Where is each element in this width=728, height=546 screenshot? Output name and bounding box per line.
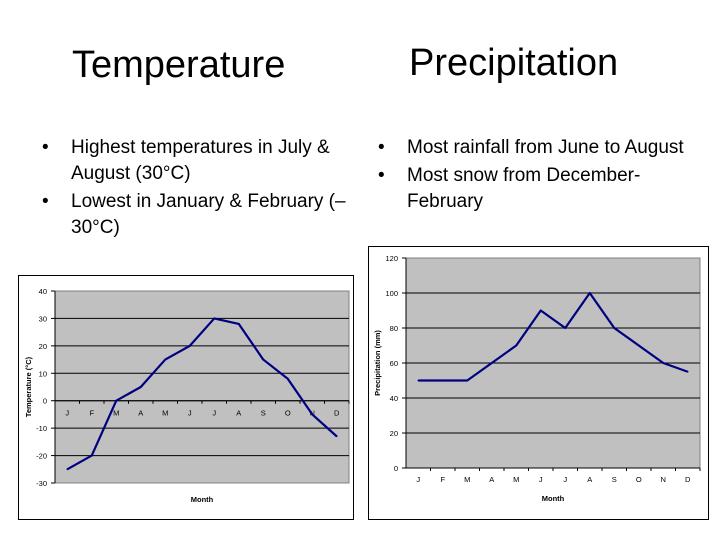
temperature-plot-area [54,290,350,484]
temperature-data-point [188,345,191,347]
precipitation-data-point [441,379,444,382]
precipitation-x-tick-label: A [489,475,494,484]
precipitation-y-tick-label: 20 [390,429,398,438]
precipitation-y-tick-label: 120 [385,254,398,263]
temperature-x-tick-label: M [113,409,119,418]
temperature-x-tick-label: D [334,409,340,418]
temperature-data-point [262,358,265,361]
precipitation-data-point [564,327,567,329]
temperature-y-tick-label: 20 [39,342,47,351]
temperature-chart-frame: -30 -20 -10 0 10 20 30 40 J F M A M J J A S O N D Month Tempe… [18,275,354,520]
precipitation-chart: 0 20 40 60 80 100 120 J F M A M J J A S O N D Month Precipit… [373,254,701,503]
temperature-x-tick-label: J [65,409,69,418]
precipitation-y-tick-label: 0 [394,464,398,473]
precipitation-bullet: Most rainfall from June to August [366,135,706,161]
temperature-x-tick-label: A [138,409,143,418]
temperature-series-line [66,317,338,471]
temperature-data-point [286,377,289,380]
temperature-bullet: Highest temperatures in July & August (3… [30,135,360,187]
temperature-bullet-list: Highest temperatures in July & August (3… [30,135,360,243]
temperature-x-tick-label: O [285,409,291,418]
temperature-x-tick-label: J [212,409,216,418]
temperature-y-tick-label: -30 [36,479,47,488]
precipitation-y-axis-label: Precipitation (mm) [373,330,382,396]
temperature-data-point [115,399,118,402]
temperature-x-axis-label: Month [191,495,214,504]
temperature-y-tick-label: 0 [43,397,47,406]
temperature-y-tick-label: -10 [36,424,47,433]
temperature-x-tick-label: J [188,409,192,418]
precipitation-bullet: Most snow from December-February [366,163,706,215]
temperature-data-point [90,454,93,457]
temperature-data-point [213,317,216,320]
temperature-heading: Temperature [72,44,286,86]
precipitation-x-tick-label: M [513,475,519,484]
precipitation-data-point [613,327,616,329]
temperature-y-tick-label: 40 [39,287,47,296]
temperature-data-point [237,323,240,325]
temperature-data-point [164,358,167,361]
precipitation-y-tick-label: 40 [390,394,398,403]
precipitation-series-line [418,291,689,382]
temperature-x-tick-label: S [261,409,266,418]
temperature-x-tick-label: A [236,409,241,418]
temperature-y-tick-label: -20 [36,452,47,461]
temperature-y-tick-label: 30 [39,314,47,323]
precipitation-x-tick-label: J [416,475,420,484]
precipitation-data-point [539,309,542,312]
precipitation-data-point [490,362,493,364]
precipitation-bullet-list: Most rainfall from June to August Most s… [366,135,706,217]
precipitation-y-tick-label: 100 [385,289,398,298]
precipitation-data-point [588,292,591,294]
precipitation-x-tick-label: M [464,475,470,484]
precipitation-y-tick-label: 60 [390,359,398,368]
precipitation-x-tick-label: J [539,475,543,484]
precipitation-data-point [686,370,689,373]
precipitation-data-point [515,344,518,347]
precipitation-data-point [662,362,665,364]
precipitation-x-tick-label: O [636,475,642,484]
temperature-bullet: Lowest in January & February (–30°C) [30,189,360,241]
temperature-data-point [139,386,142,388]
precipitation-data-point [417,379,420,382]
precipitation-data-point [466,379,469,382]
precipitation-x-tick-label: N [661,475,666,484]
temperature-y-tick-label: 10 [39,369,47,378]
precipitation-x-tick-label: J [563,475,567,484]
precipitation-chart-frame: 0 20 40 60 80 100 120 J F M A M J J A S O N D Month Precipit… [368,246,709,520]
precipitation-heading: Precipitation [409,42,619,84]
precipitation-x-tick-label: F [440,475,445,484]
precipitation-y-tick-label: 80 [390,324,398,333]
precipitation-data-point [637,344,640,347]
temperature-x-tick-label: M [162,409,168,418]
precipitation-x-tick-label: S [612,475,617,484]
temperature-data-point [335,435,338,438]
temperature-y-axis-label: Temperature (°C) [24,356,33,417]
temperature-data-point [311,413,314,416]
precipitation-x-tick-label: A [587,475,592,484]
temperature-data-point [66,468,69,471]
temperature-x-tick-label: F [89,409,94,418]
precipitation-x-tick-label: D [685,475,691,484]
precipitation-x-axis-label: Month [542,494,565,503]
